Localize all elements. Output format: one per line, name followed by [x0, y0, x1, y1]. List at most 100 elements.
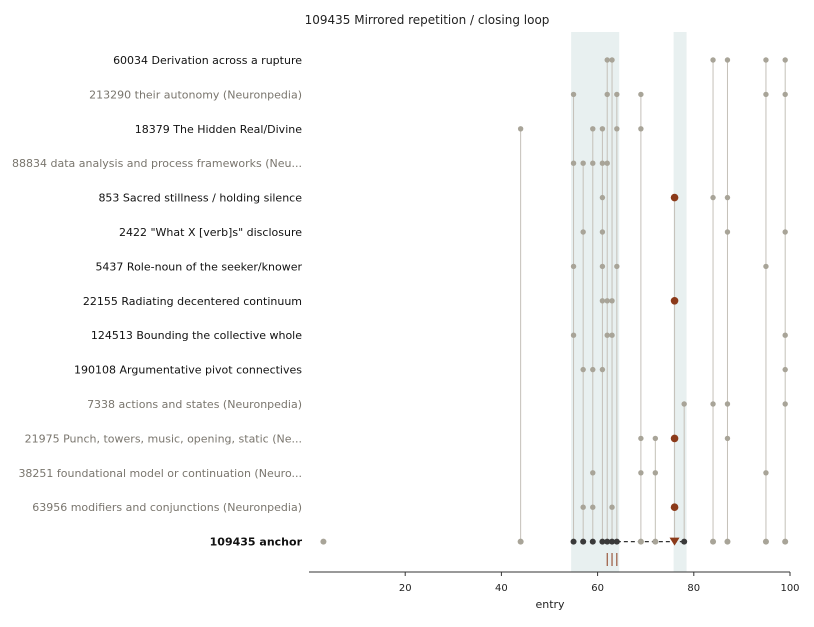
point-row2-x69: [638, 126, 644, 132]
point-row7-x61: [599, 298, 606, 304]
anchor-point-64: [613, 538, 620, 545]
point-row6-x55: [570, 263, 577, 270]
point-row1-x95: [763, 91, 769, 98]
point-row1-x69: [638, 91, 644, 98]
row-label: 2422 "What X [verb]s" disclosure: [119, 226, 302, 239]
anchor-point-59: [589, 538, 596, 545]
point-row5-x99: [782, 229, 788, 235]
point-row1-x99: [782, 91, 788, 98]
x-tick-label: 60: [591, 583, 604, 594]
anchor-point-57: [580, 538, 587, 545]
point-row0-x95: [763, 57, 769, 63]
row-label: 190108 Argumentative pivot connectives: [74, 364, 302, 377]
row-label: 5437 Role-noun of the seeker/knower: [95, 260, 302, 273]
point-row4-x84: [710, 194, 716, 201]
point-row3-x55: [570, 160, 577, 166]
dots: [320, 57, 789, 546]
anchor-point-99: [782, 538, 789, 545]
point-row8-x63: [609, 332, 615, 338]
x-axis-label: entry: [535, 598, 565, 611]
anchor-point-69: [637, 538, 644, 545]
point-row10-x84: [710, 401, 716, 407]
point-row3-x62: [604, 160, 610, 166]
point-row9-x59: [590, 366, 596, 373]
row-label: 7338 actions and states (Neuronpedia): [87, 398, 302, 411]
point-row8-x99: [782, 332, 788, 338]
point-row8-x55: [570, 332, 577, 338]
point-row2-x59: [590, 126, 596, 132]
anchor-point-95: [762, 538, 769, 545]
anchor-triangle-marker: [669, 537, 680, 546]
row-label: 18379 The Hidden Real/Divine: [135, 123, 302, 136]
point-row7-x76: [670, 297, 679, 305]
point-row10-x99: [782, 401, 788, 407]
anchor-point-72: [652, 538, 659, 545]
anchor-point-87: [724, 538, 731, 545]
anchor-label: 109435 anchor: [210, 536, 303, 549]
point-row13-x63: [609, 504, 615, 510]
point-row3-x57: [580, 160, 586, 166]
point-row10-x87: [724, 401, 731, 407]
point-row0-x99: [782, 57, 788, 63]
row-label: 88834 data analysis and process framewor…: [12, 157, 302, 170]
point-row7-x63: [609, 298, 615, 304]
point-row4-x61: [599, 194, 606, 201]
point-row12-x72: [652, 470, 659, 476]
row-label: 60034 Derivation across a rupture: [113, 54, 302, 67]
point-row9-x99: [782, 366, 788, 373]
anchor-point-61: [599, 538, 606, 545]
point-row2-x61: [599, 126, 606, 132]
row-label: 38251 foundational model or continuation…: [18, 467, 302, 480]
row-label: 21975 Punch, towers, music, opening, sta…: [25, 432, 302, 445]
point-row12-x59: [590, 470, 596, 476]
point-row1-x64: [614, 91, 620, 98]
point-row12-x69: [638, 470, 644, 476]
point-row3-x61: [599, 160, 606, 166]
point-row2-x44: [517, 126, 524, 132]
point-row13-x59: [590, 504, 596, 510]
x-tick-label: 20: [399, 583, 412, 594]
point-row0-x84: [710, 57, 716, 63]
anchor-point-55: [570, 538, 577, 545]
anchor-point-63: [609, 538, 616, 545]
point-row9-x57: [580, 366, 586, 373]
point-row11-x76: [670, 434, 679, 443]
point-row6-x95: [763, 263, 769, 270]
point-row10-x78: [681, 401, 687, 407]
point-row3-x59: [590, 160, 596, 166]
point-row6-x61: [599, 263, 606, 270]
rug-marks: [606, 553, 618, 566]
x-tick-label: 100: [780, 583, 799, 594]
point-row5-x57: [580, 229, 586, 235]
row-labels: 60034 Derivation across a rupture 213290 …: [12, 54, 303, 549]
point-row2-x64: [614, 126, 620, 132]
anchor-point-44: [517, 538, 524, 545]
point-row12-x95: [763, 470, 769, 476]
point-row4-x76: [670, 193, 679, 202]
point-row0-x63: [609, 57, 615, 63]
point-row11-x69: [638, 435, 644, 442]
anchor-point-84: [710, 538, 717, 545]
point-row1-x55: [570, 91, 577, 98]
x-tick-label: 40: [495, 583, 508, 594]
x-axis: 20 40 60 80 100: [309, 571, 800, 594]
point-row11-x87: [724, 435, 731, 442]
row-label: 853 Sacred stillness / holding silence: [98, 192, 302, 205]
point-row13-x57: [580, 504, 586, 510]
row-label: 213290 their autonomy (Neuronpedia): [89, 88, 302, 101]
point-row9-x61: [599, 366, 606, 373]
anchor-point-end: [681, 538, 688, 545]
row-label: 124513 Bounding the collective whole: [91, 329, 302, 342]
point-row5-x87: [724, 229, 731, 235]
point-row1-x62: [604, 91, 610, 98]
point-row13-x76: [670, 503, 679, 512]
point-row6-x64: [614, 263, 620, 270]
point-row5-x61: [599, 229, 606, 235]
point-row4-x87: [724, 194, 731, 201]
stems: [520, 60, 786, 542]
x-tick-label: 80: [687, 583, 700, 594]
chart-title: 109435 Mirrored repetition / closing loo…: [305, 13, 550, 27]
point-row0-x62: [604, 57, 610, 63]
anchor-point-3: [320, 538, 327, 545]
